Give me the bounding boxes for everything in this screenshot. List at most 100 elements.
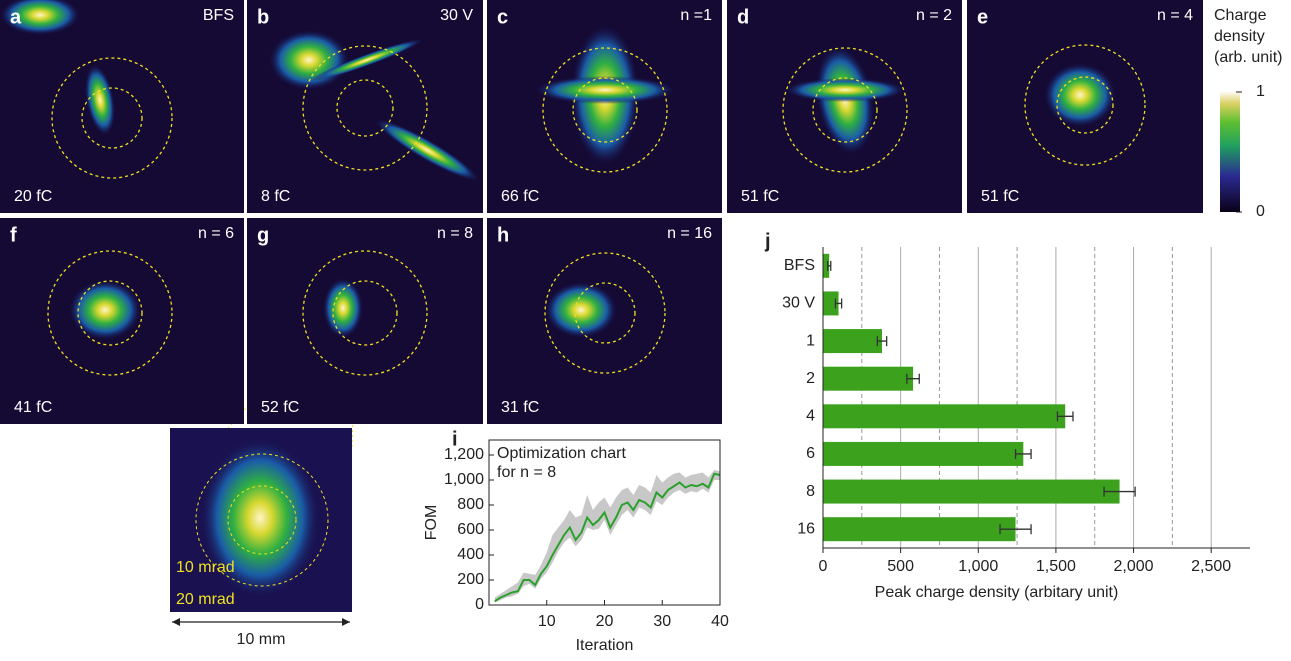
- charge-spot: [545, 282, 617, 338]
- panel-charge: 51 fC: [741, 188, 779, 205]
- charge-spot: [69, 280, 141, 340]
- panel-condition: n = 16: [667, 225, 712, 242]
- ring-label: 10 mrad: [176, 559, 235, 576]
- x-tick-label: 0: [819, 558, 828, 575]
- bar: [823, 366, 914, 391]
- panel-condition: 30 V: [440, 7, 473, 24]
- charge-spot: [1044, 63, 1116, 127]
- x-tick-label: 30: [653, 613, 671, 630]
- x-tick-label: 1,000: [958, 558, 998, 575]
- category-label: 30 V: [782, 295, 815, 312]
- charge-spot: [310, 38, 424, 82]
- range-band: [494, 470, 720, 603]
- x-axis-label: Peak charge density (arbitary unit): [875, 584, 1119, 601]
- colorbar-tick-label: 0: [1256, 203, 1265, 220]
- category-label: 2: [806, 370, 815, 387]
- mrad-ring: [574, 282, 636, 344]
- category-label: 1: [806, 332, 815, 349]
- charge-spot: [374, 118, 480, 182]
- charge-spot: [84, 64, 116, 136]
- mrad-ring: [47, 250, 173, 376]
- colorbar-tick-label: 1: [1256, 83, 1265, 100]
- y-tick-label: 600: [457, 521, 484, 538]
- y-tick-label: 400: [457, 546, 484, 563]
- mrad-ring: [544, 252, 666, 374]
- error-bar: [834, 298, 843, 309]
- panel-condition: BFS: [203, 7, 234, 24]
- image-panel: e n = 4 51 fC: [967, 0, 1203, 213]
- image-panel: a BFS 20 fC: [0, 0, 244, 213]
- panel-label: a: [10, 6, 22, 28]
- image-panel: b 30 V 8 fC: [247, 0, 483, 213]
- mrad-ring: [1024, 44, 1146, 166]
- x-tick-label: 40: [711, 613, 729, 630]
- panel-label: i: [452, 428, 458, 450]
- image-panel: f n = 6 41 fC: [0, 218, 244, 424]
- x-tick-label: 10: [538, 613, 556, 630]
- mrad-ring: [77, 280, 143, 346]
- panel-charge: 20 fC: [14, 188, 52, 205]
- x-axis-label: Iteration: [576, 637, 634, 654]
- charge-spot: [200, 438, 320, 598]
- annotation: Optimization chart: [497, 445, 626, 462]
- charge-spot: [323, 278, 363, 338]
- panel-label: h: [497, 224, 509, 246]
- error-bar: [906, 373, 920, 384]
- panel-condition: n =1: [680, 7, 712, 24]
- image-panel: d n = 2 51 fC: [727, 0, 962, 213]
- x-tick-label: 500: [887, 558, 914, 575]
- x-tick-label: 20: [596, 613, 614, 630]
- mrad-ring: [336, 79, 394, 137]
- bar: [823, 404, 1066, 429]
- mrad-ring: [227, 485, 297, 555]
- bar: [823, 329, 883, 354]
- panel-background: [247, 218, 483, 424]
- category-label: 4: [806, 408, 815, 425]
- category-label: 6: [806, 445, 815, 462]
- y-tick-label: 1,200: [444, 446, 484, 463]
- error-bar: [1056, 411, 1074, 422]
- bar: [823, 517, 1016, 542]
- y-tick-label: 800: [457, 496, 484, 513]
- ring-label: 20 mrad: [176, 591, 235, 608]
- mrad-ring: [302, 250, 428, 376]
- panel-condition: n = 8: [437, 225, 473, 242]
- panel-charge: 8 fC: [261, 188, 290, 205]
- mrad-ring: [332, 280, 398, 346]
- annotation: for n = 8: [497, 464, 556, 481]
- panel-label: f: [10, 224, 17, 246]
- mrad-ring: [51, 57, 173, 179]
- mrad-ring: [542, 47, 668, 173]
- panel-label: c: [497, 6, 508, 28]
- panel-label: e: [977, 6, 988, 28]
- scale-label: 10 mm: [237, 631, 286, 648]
- mrad-ring: [81, 87, 143, 149]
- mrad-ring: [782, 47, 908, 173]
- panel-background: [247, 0, 483, 213]
- charge-spot: [535, 76, 675, 104]
- bar: [823, 291, 839, 316]
- error-bar: [999, 524, 1032, 535]
- error-bar: [876, 336, 888, 347]
- bar: [823, 253, 830, 278]
- category-label: BFS: [784, 257, 815, 274]
- mrad-ring: [302, 45, 428, 171]
- colorbar-title: (arb. unit): [1214, 49, 1282, 66]
- mrad-ring: [195, 453, 329, 587]
- error-bar: [827, 260, 832, 271]
- panel-label: d: [737, 6, 749, 28]
- panel-condition: n = 4: [1157, 7, 1193, 24]
- panel-charge: 41 fC: [14, 399, 52, 416]
- colorbar: [1220, 92, 1240, 212]
- image-panel: h n = 16 31 fC: [487, 218, 722, 424]
- panel-charge: 31 fC: [501, 399, 539, 416]
- mrad-ring: [812, 77, 878, 143]
- x-tick-label: 1,500: [1036, 558, 1076, 575]
- error-bar: [1103, 486, 1136, 497]
- charge-spot: [785, 78, 905, 102]
- charge-spot: [0, 0, 80, 35]
- mrad-ring: [572, 77, 638, 143]
- x-tick-label: 2,000: [1114, 558, 1154, 575]
- panel-condition: n = 6: [198, 225, 234, 242]
- fom-line: [494, 472, 721, 603]
